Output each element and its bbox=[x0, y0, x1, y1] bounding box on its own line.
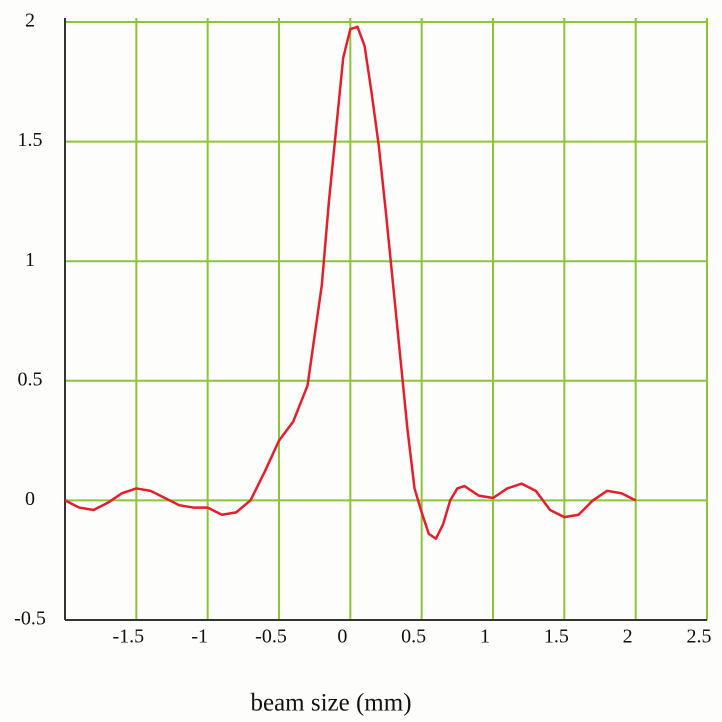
y-tick-label: 0 bbox=[25, 488, 35, 510]
data-line bbox=[64, 25, 637, 540]
y-tick-label: 0.5 bbox=[18, 368, 43, 390]
x-tick-label: 2.5 bbox=[687, 626, 712, 648]
y-tick-label: 2 bbox=[25, 10, 35, 32]
x-tick-label: 0.5 bbox=[401, 626, 426, 648]
y-tick-label: 1.5 bbox=[18, 129, 43, 151]
x-tick-label: 1 bbox=[480, 626, 490, 648]
x-axis-label: beam size (mm) bbox=[250, 690, 411, 717]
y-tick-label: -0.5 bbox=[14, 608, 46, 630]
x-tick-label: -0.5 bbox=[255, 626, 287, 648]
y-tick-label: 1 bbox=[25, 249, 35, 271]
x-tick-label: -1.5 bbox=[112, 626, 144, 648]
x-tick-label: -1 bbox=[191, 626, 208, 648]
x-tick-label: 0 bbox=[337, 626, 347, 648]
x-tick-label: 1.5 bbox=[544, 626, 569, 648]
x-tick-label: 2 bbox=[623, 626, 633, 648]
